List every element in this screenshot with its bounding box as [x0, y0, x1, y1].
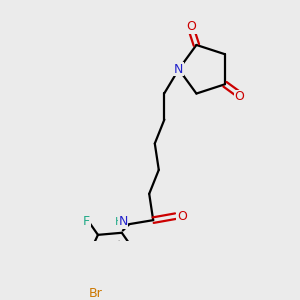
Text: Br: Br	[88, 287, 102, 300]
Text: O: O	[177, 210, 187, 223]
Text: N: N	[174, 63, 183, 76]
Text: N: N	[118, 215, 128, 228]
Text: F: F	[83, 215, 90, 228]
Text: H: H	[115, 217, 123, 227]
Text: O: O	[235, 90, 244, 103]
Text: O: O	[187, 20, 196, 33]
